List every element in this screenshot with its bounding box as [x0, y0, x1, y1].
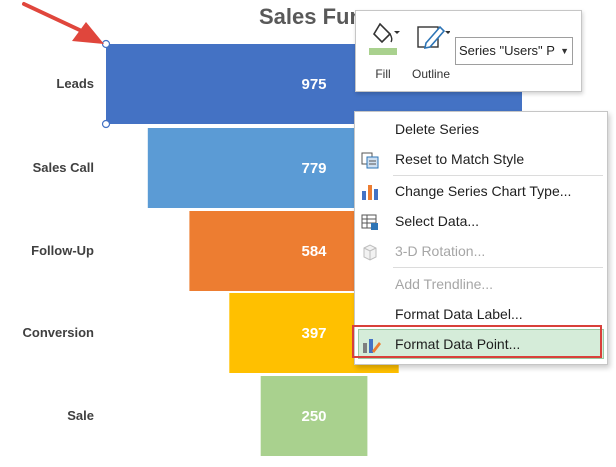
menu-item-label: Format Data Label...	[395, 306, 523, 322]
paint-bucket-icon	[369, 22, 400, 55]
reset-style-icon	[361, 152, 379, 169]
menu-separator	[393, 267, 603, 268]
chevron-down-icon: ▼	[560, 46, 569, 56]
series-selector-value: Series "Users" P	[459, 43, 555, 58]
outline-button[interactable]: Outline	[408, 17, 454, 85]
data-labels: 975 779 584 397 250	[301, 76, 327, 425]
annotation-arrow	[22, 2, 104, 44]
data-label: 584	[301, 243, 327, 260]
funnel-bar[interactable]	[260, 376, 368, 456]
data-label: 779	[301, 160, 326, 177]
selection-handle[interactable]	[101, 119, 111, 129]
pencil-icon	[417, 25, 450, 50]
menu-item-add-trendline: Add Trendline...	[355, 269, 607, 299]
category-label: Follow-Up	[31, 243, 94, 258]
menu-item-3d-rotation: 3-D Rotation...	[355, 236, 607, 266]
data-label: 397	[301, 325, 326, 342]
context-menu: Delete Series Reset to Match Style Chang…	[354, 111, 608, 365]
menu-separator	[393, 175, 603, 176]
cube-icon	[363, 244, 377, 261]
menu-item-label: Select Data...	[395, 213, 480, 229]
menu-item-format-data-label[interactable]: Format Data Label...	[355, 299, 607, 329]
menu-item-label: Format Data Point...	[395, 336, 521, 352]
category-label: Sale	[67, 408, 94, 423]
bar-chart-icon	[362, 185, 378, 200]
menu-item-label: Add Trendline...	[395, 276, 494, 292]
data-label: 250	[301, 408, 326, 425]
series-selector-dropdown[interactable]: Series "Users" P ▼	[455, 37, 573, 65]
menu-item-select-data[interactable]: Select Data...	[355, 206, 607, 236]
highlight-box	[352, 325, 602, 358]
fill-label: Fill	[375, 67, 391, 81]
menu-item-change-series-chart-type[interactable]: Change Series Chart Type...	[355, 176, 607, 206]
chart-title: Sales Fun	[259, 4, 363, 29]
table-icon	[361, 214, 378, 230]
selection-handle[interactable]	[101, 39, 111, 49]
data-label: 975	[301, 76, 326, 93]
menu-item-label: Change Series Chart Type...	[395, 183, 572, 199]
outline-label: Outline	[411, 67, 451, 81]
mini-toolbar: Fill Outline Series "Users" P ▼	[355, 10, 582, 92]
category-labels: Leads Sales Call Follow-Up Conversion Sale	[22, 76, 94, 423]
selection-handles[interactable]	[101, 39, 111, 129]
menu-item-label: Delete Series	[395, 121, 480, 137]
menu-item-format-data-point[interactable]: Format Data Point...	[358, 329, 604, 359]
format-point-icon	[363, 339, 381, 353]
menu-item-label: 3-D Rotation...	[395, 243, 486, 259]
category-label: Conversion	[22, 325, 94, 340]
fill-button[interactable]: Fill	[360, 17, 406, 85]
category-label: Sales Call	[33, 160, 94, 175]
menu-item-label: Reset to Match Style	[395, 151, 525, 167]
menu-item-reset-to-match-style[interactable]: Reset to Match Style	[355, 144, 607, 174]
menu-item-delete-series[interactable]: Delete Series	[355, 114, 607, 144]
category-label: Leads	[56, 76, 94, 91]
